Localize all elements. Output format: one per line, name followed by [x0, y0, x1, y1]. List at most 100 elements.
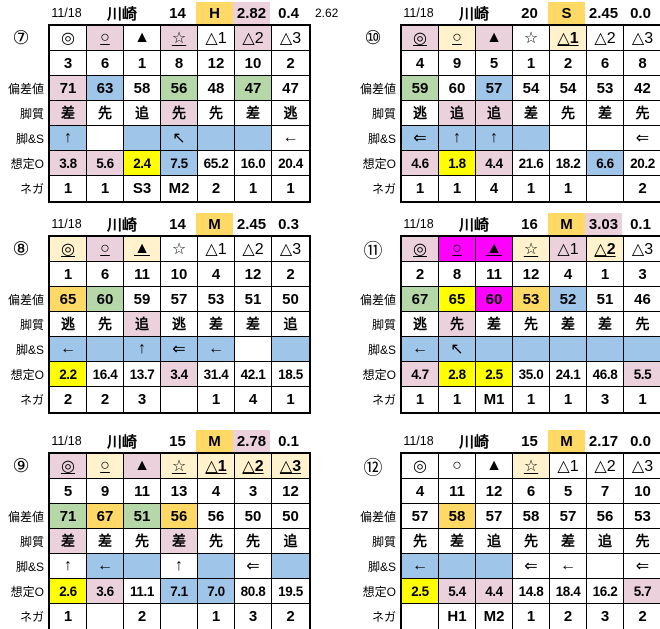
- cell-expected-odds: 16.4: [87, 362, 124, 387]
- header-margin-value: 0.0: [630, 4, 651, 22]
- table-grid: 11/18 川崎 16 M 3.03 0.1 ◎ ○ ▲ ☆ △1 △2 △3 2 8 11 12 4 1 3 67 65…: [400, 213, 660, 414]
- row-label-nega: ネガ: [19, 610, 44, 624]
- row-label-running-style: 脚質: [371, 535, 396, 549]
- cell-nega: S3: [124, 176, 161, 201]
- cell-expected-odds: 7.1: [161, 579, 198, 604]
- cell-leg-s: [198, 126, 235, 151]
- header-odds-value: 2.45: [236, 215, 267, 233]
- cell-deviation-value: 71: [50, 504, 87, 529]
- cell-mark: ◎: [402, 454, 439, 479]
- cell-mark: △3: [624, 26, 660, 51]
- cell-leg-s: ↑: [161, 554, 198, 579]
- cell-nega: 2: [286, 608, 295, 625]
- cell-leg-s: ↑: [439, 126, 476, 151]
- cell-leg-s: [550, 126, 587, 151]
- cell-deviation-value: 51: [587, 287, 624, 312]
- cell-nega: 1: [402, 387, 439, 412]
- row-label-running-style: 脚質: [19, 535, 44, 549]
- data-grid: ◎ ○ ▲ ☆ △1 △2 △3 4 9 5 1 2 6 8 59 60 57 54 54 53 42 逃追追差先差先 ⇐ ↑…: [400, 24, 660, 203]
- cell-leg-s: [513, 126, 550, 151]
- cell-horse-number: 4: [550, 262, 587, 287]
- cell-mark: ▲: [476, 26, 513, 51]
- cell-nega: 1: [286, 180, 295, 197]
- header-track: 川崎: [458, 433, 489, 451]
- cell-leg-s: [624, 337, 660, 362]
- cell-deviation-value: 46: [624, 287, 660, 312]
- cell-running-style: 先: [550, 101, 587, 126]
- header-track: 川崎: [458, 216, 489, 234]
- row-label-nega: ネガ: [371, 182, 396, 196]
- cell-deviation-value: 42: [624, 76, 660, 101]
- cell-horse-number: 1: [587, 262, 624, 287]
- header-pace: M: [196, 213, 233, 235]
- row-label-deviation: 偏差値: [359, 510, 396, 524]
- cell-nega: 4: [476, 176, 513, 201]
- cell-running-style: 逃: [272, 101, 309, 126]
- header-odds-value: 2.17: [588, 432, 619, 450]
- cell-nega: 1: [439, 387, 476, 412]
- cell-deviation-value: 47: [272, 76, 309, 101]
- cell-expected-odds: 5.4: [439, 579, 476, 604]
- cell-deviation-value: 58: [124, 76, 161, 101]
- cell-horse-number: 11: [439, 479, 476, 504]
- cell-nega: 1: [550, 387, 587, 412]
- cell-nega: 1: [87, 176, 124, 201]
- cell-horse-number: 8: [624, 51, 660, 76]
- cell-running-style: 追: [587, 529, 624, 554]
- cell-running-style: 逃: [402, 101, 439, 126]
- cell-mark: ☆: [161, 454, 198, 479]
- cell-horse-number: 9: [87, 479, 124, 504]
- cell-nega: M2: [476, 604, 513, 629]
- cell-horse-number: 4: [402, 51, 439, 76]
- cell-nega: 1: [513, 604, 550, 629]
- row-labels: ⑪ 偏差値 脚質 脚&S 想定O ネガ: [354, 213, 400, 414]
- cell-leg-s: ↑: [124, 337, 161, 362]
- cell-horse-number: 6: [587, 51, 624, 76]
- cell-deviation-value: 53: [513, 287, 550, 312]
- row-label-leg-s: 脚&S: [367, 560, 396, 574]
- cell-running-style: 追: [476, 529, 513, 554]
- cell-deviation-value: 52: [550, 287, 587, 312]
- cell-leg-s: [587, 126, 624, 151]
- cell-nega: 1: [198, 604, 235, 629]
- cell-expected-odds: 19.5: [272, 579, 309, 604]
- cell-horse-number: 5: [476, 51, 513, 76]
- cell-nega: [587, 176, 624, 201]
- cell-running-style: 先: [624, 101, 660, 126]
- spacer: [354, 430, 400, 454]
- header-track: 川崎: [106, 433, 137, 451]
- data-grid: ◎ ○ ▲ ☆ △1 △2 △3 5 9 11 13 4 3 12 71 67 51 56 56 50 50 差差先差先先…: [48, 452, 311, 629]
- cell-horse-number: 11: [124, 262, 161, 287]
- cell-mark: ☆: [513, 237, 550, 262]
- cell-mark: ○: [439, 237, 476, 262]
- cell-expected-odds: 31.4: [198, 362, 235, 387]
- row-label-running-style: 脚質: [19, 318, 44, 332]
- header-race-number: 15: [521, 432, 538, 450]
- cell-mark: △3: [624, 454, 660, 479]
- cell-nega: M2: [161, 176, 198, 201]
- cell-leg-s: ⇐: [624, 554, 660, 579]
- cell-leg-s: ⇐: [235, 554, 272, 579]
- header-odds-value: 2.82: [233, 2, 270, 24]
- cell-leg-s: ⇐: [513, 554, 550, 579]
- row-label-nega: ネガ: [19, 182, 44, 196]
- cell-running-style: 追: [272, 312, 309, 337]
- table-grid: 11/18 川崎 14 M 2.45 0.3 ◎ ○ ▲ ☆ △1 △2 △3 1 6 11 10 4 12 2 65 6…: [48, 213, 311, 414]
- cell-running-style: 差: [198, 312, 235, 337]
- cell-expected-odds: 3.6: [87, 579, 124, 604]
- header-margin-value: 0.3: [278, 215, 299, 233]
- cell-mark: △2: [587, 454, 624, 479]
- cell-leg-s: ↖: [161, 126, 198, 151]
- cell-nega: [161, 604, 198, 629]
- cell-leg-s: ←: [50, 337, 87, 362]
- cell-horse-number: 1: [50, 262, 87, 287]
- cell-mark: △1: [550, 454, 587, 479]
- cell-horse-number: 3: [235, 479, 272, 504]
- cell-expected-odds: 5.7: [624, 579, 660, 604]
- cell-horse-number: 11: [124, 479, 161, 504]
- cell-running-style: 差: [87, 529, 124, 554]
- cell-horse-number: 1: [513, 51, 550, 76]
- spacer: [354, 479, 400, 504]
- cell-deviation-value: 59: [402, 76, 439, 101]
- cell-expected-odds: 3.8: [50, 151, 87, 176]
